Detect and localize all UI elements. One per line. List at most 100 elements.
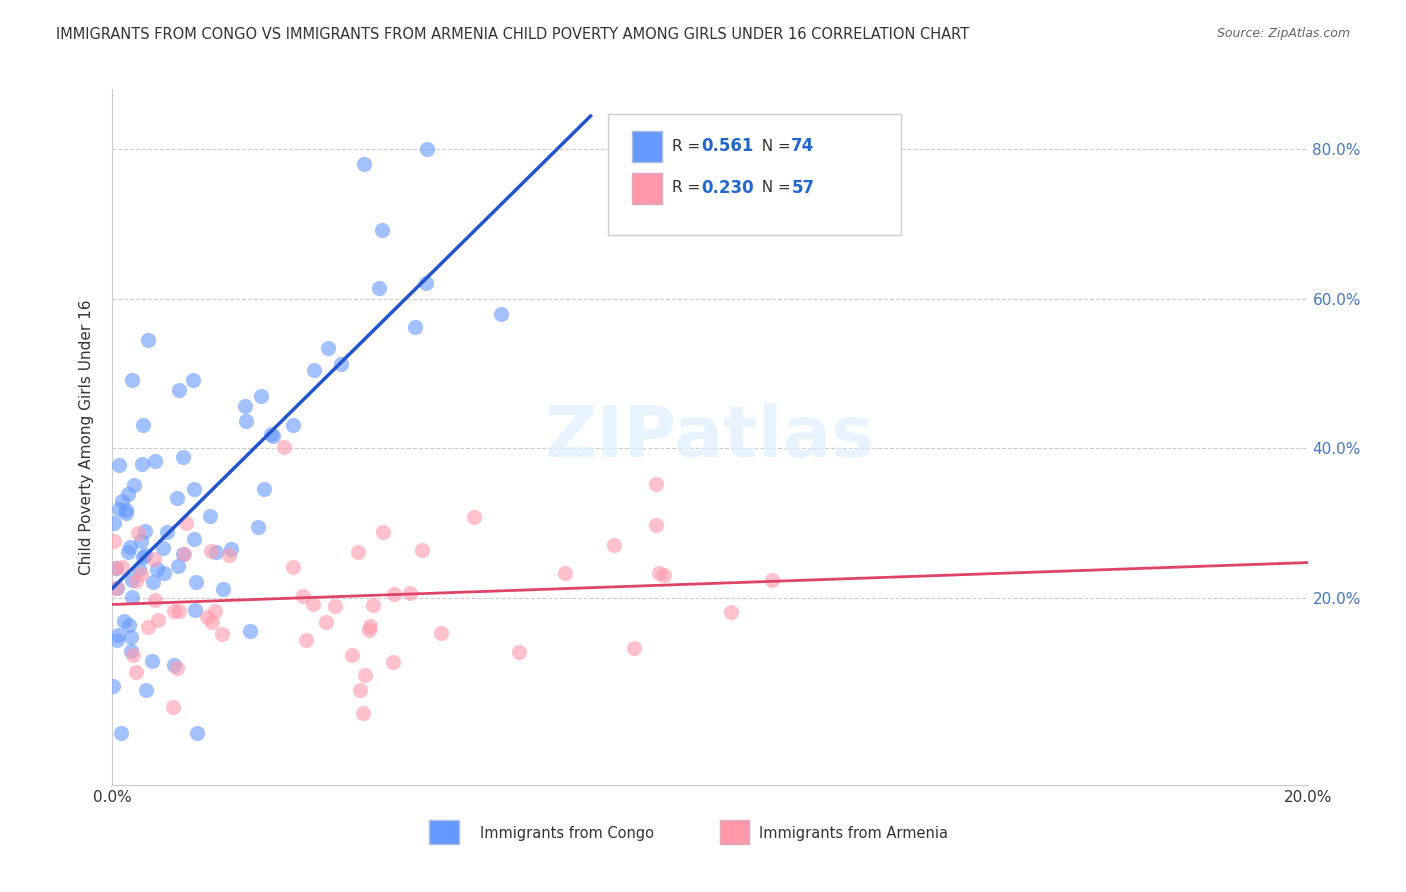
- Text: 74: 74: [792, 137, 814, 155]
- Point: [142, 574, 165, 589]
- Point: [204, 545, 226, 559]
- Point: [652, 567, 675, 582]
- Point: [302, 597, 325, 611]
- Point: [173, 547, 195, 561]
- Point: [411, 543, 433, 558]
- Point: [371, 223, 394, 237]
- Point: [761, 573, 783, 587]
- Point: [166, 491, 188, 505]
- Point: [259, 427, 281, 442]
- Point: [112, 614, 135, 628]
- Point: [198, 509, 221, 524]
- Point: [291, 589, 314, 603]
- Point: [186, 575, 208, 590]
- Point: [163, 604, 186, 618]
- Point: [353, 157, 375, 171]
- FancyBboxPatch shape: [429, 820, 460, 844]
- Point: [153, 566, 176, 580]
- Point: [134, 524, 156, 539]
- Point: [181, 374, 204, 388]
- Point: [115, 503, 138, 517]
- Text: Immigrants from Congo: Immigrants from Congo: [479, 826, 654, 841]
- Point: [103, 533, 125, 548]
- Point: [163, 657, 186, 672]
- Point: [508, 645, 530, 659]
- Point: [105, 632, 128, 647]
- Point: [359, 619, 381, 633]
- Point: [371, 525, 394, 540]
- Point: [129, 567, 152, 582]
- FancyBboxPatch shape: [633, 131, 662, 162]
- Point: [121, 373, 143, 387]
- Point: [111, 560, 134, 574]
- Point: [340, 648, 363, 662]
- Point: [239, 624, 262, 639]
- Point: [554, 566, 576, 580]
- Point: [352, 706, 374, 720]
- Point: [330, 357, 353, 371]
- Point: [117, 487, 139, 501]
- Point: [645, 518, 668, 533]
- Point: [325, 599, 347, 613]
- Point: [167, 604, 190, 618]
- Point: [273, 440, 295, 454]
- Point: [429, 626, 451, 640]
- Point: [107, 628, 129, 642]
- Point: [105, 581, 128, 595]
- Point: [145, 562, 167, 576]
- Point: [720, 605, 742, 619]
- Point: [107, 502, 129, 516]
- Point: [382, 586, 405, 600]
- Point: [186, 725, 208, 739]
- Point: [347, 545, 370, 559]
- Point: [172, 450, 194, 464]
- Text: Source: ZipAtlas.com: Source: ZipAtlas.com: [1216, 27, 1350, 40]
- Text: Immigrants from Armenia: Immigrants from Armenia: [759, 826, 948, 841]
- Point: [201, 615, 224, 629]
- Point: [415, 276, 437, 290]
- Point: [121, 590, 143, 604]
- Point: [315, 615, 337, 630]
- Point: [415, 142, 437, 156]
- Point: [131, 457, 153, 471]
- Point: [128, 562, 150, 576]
- Point: [603, 538, 626, 552]
- Point: [167, 559, 190, 574]
- Point: [122, 648, 145, 663]
- FancyBboxPatch shape: [633, 173, 662, 204]
- Point: [141, 654, 163, 668]
- Point: [219, 541, 242, 556]
- Point: [125, 574, 148, 589]
- Point: [111, 494, 134, 508]
- Point: [382, 655, 405, 669]
- Point: [368, 280, 391, 294]
- Point: [246, 519, 269, 533]
- Text: 0.230: 0.230: [702, 179, 754, 197]
- Point: [211, 582, 233, 596]
- Point: [204, 604, 226, 618]
- Point: [281, 560, 304, 574]
- Point: [645, 476, 668, 491]
- Point: [174, 516, 197, 530]
- Point: [167, 383, 190, 397]
- Point: [135, 682, 157, 697]
- Point: [349, 683, 371, 698]
- Point: [404, 320, 426, 334]
- Point: [104, 561, 127, 575]
- Point: [361, 598, 384, 612]
- Point: [162, 699, 184, 714]
- Point: [127, 525, 149, 540]
- Text: IMMIGRANTS FROM CONGO VS IMMIGRANTS FROM ARMENIA CHILD POVERTY AMONG GIRLS UNDER: IMMIGRANTS FROM CONGO VS IMMIGRANTS FROM…: [56, 27, 969, 42]
- Point: [200, 544, 222, 558]
- Text: N =: N =: [752, 139, 796, 153]
- Point: [156, 525, 179, 540]
- Point: [134, 548, 156, 562]
- Text: ZIPatlas: ZIPatlas: [546, 402, 875, 472]
- Y-axis label: Child Poverty Among Girls Under 16: Child Poverty Among Girls Under 16: [79, 300, 94, 574]
- Point: [316, 341, 339, 355]
- Point: [249, 389, 271, 403]
- Point: [489, 308, 512, 322]
- Point: [110, 725, 132, 739]
- Point: [120, 540, 142, 554]
- Point: [136, 333, 159, 347]
